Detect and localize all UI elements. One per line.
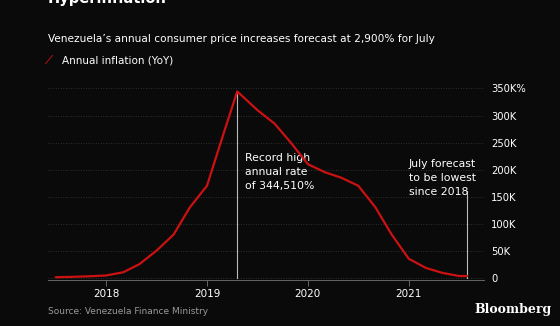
Text: Hyperinflation: Hyperinflation [48,0,166,6]
Text: Bloomberg: Bloomberg [474,303,552,316]
Text: Record high
annual rate
of 344,510%: Record high annual rate of 344,510% [245,153,315,191]
Text: ⁄: ⁄ [48,54,50,67]
Text: Venezuela’s annual consumer price increases forecast at 2,900% for July: Venezuela’s annual consumer price increa… [48,34,435,44]
Text: July forecast
to be lowest
since 2018: July forecast to be lowest since 2018 [409,159,476,197]
Text: Source: Venezuela Finance Ministry: Source: Venezuela Finance Ministry [48,307,208,316]
Text: Annual inflation (YoY): Annual inflation (YoY) [62,55,173,65]
